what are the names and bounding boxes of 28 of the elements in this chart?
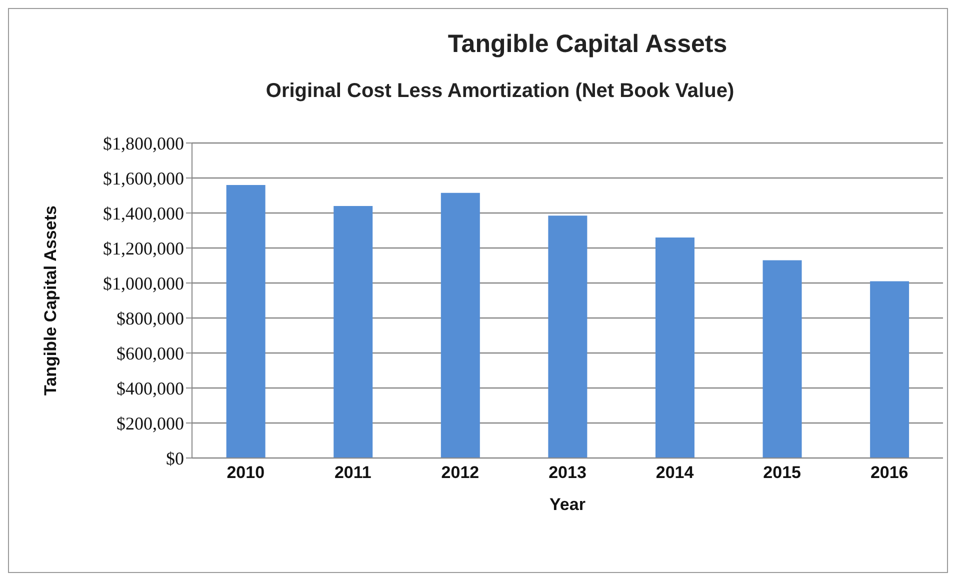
x-tick-label: 2015	[763, 463, 801, 482]
x-tick-label: 2012	[441, 463, 480, 482]
y-tick-label: $1,000,000	[103, 273, 184, 294]
y-tick-label: $600,000	[116, 343, 184, 364]
bar	[334, 206, 373, 458]
x-axis-title: Year	[550, 495, 586, 514]
x-tick-label: 2011	[334, 463, 372, 482]
y-tick-label: $1,200,000	[103, 238, 184, 258]
bar	[655, 238, 694, 458]
bar	[762, 260, 802, 458]
y-tick-label: $1,400,000	[103, 203, 184, 224]
y-tick-label: $400,000	[116, 378, 184, 398]
y-tick-label: $0	[166, 448, 184, 468]
bar	[548, 216, 588, 458]
x-tick-label: 2010	[226, 463, 265, 482]
bar	[870, 281, 910, 458]
y-axis-title: Tangible Capital Assets	[41, 206, 60, 396]
chart-subtitle: Original Cost Less Amortization (Net Book Value)	[264, 80, 736, 103]
y-tick-label: $800,000	[116, 308, 184, 328]
bar	[226, 185, 266, 458]
x-tick-label: 2014	[656, 463, 694, 482]
chart-title: Tangible Capital Assets	[446, 30, 728, 59]
x-tick-label: 2013	[548, 463, 586, 482]
y-tick-label: $1,800,000	[103, 133, 184, 154]
x-tick-label: 2016	[870, 463, 908, 482]
y-tick-label: $1,600,000	[103, 168, 184, 188]
bar	[440, 192, 480, 458]
y-tick-label: $200,000	[116, 413, 184, 434]
